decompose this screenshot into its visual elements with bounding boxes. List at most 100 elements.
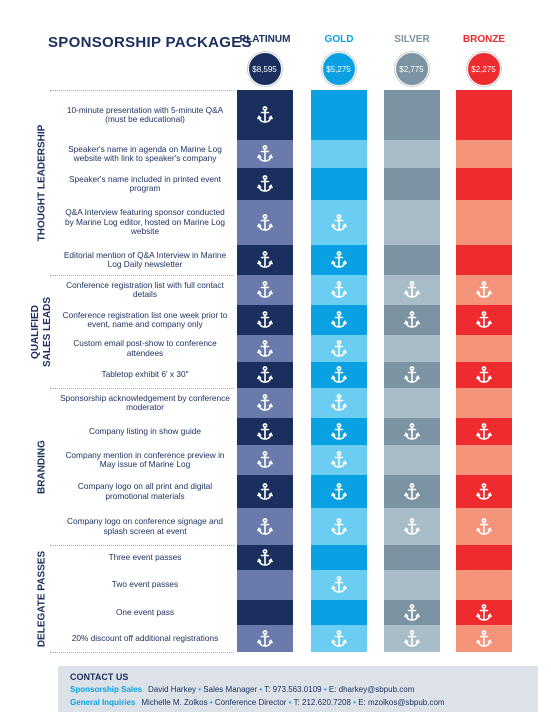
tier-cell — [311, 545, 367, 570]
tier-cell — [311, 140, 367, 168]
tier-cell — [237, 275, 293, 305]
tier-cell — [237, 245, 293, 275]
tier-cell — [456, 140, 512, 168]
tier-cell — [311, 418, 367, 445]
anchor-icon — [476, 517, 492, 535]
anchor-icon — [404, 517, 420, 535]
tier-cell — [456, 90, 512, 140]
tier-cell — [456, 245, 512, 275]
tier-cell — [311, 200, 367, 245]
tier-name: SILVER — [394, 34, 430, 45]
tier-cell — [456, 570, 512, 600]
row-label: Sponsorship acknowledgement by conferenc… — [60, 392, 230, 412]
tier-cell — [384, 335, 440, 362]
tier-price: $2,275 — [466, 52, 501, 86]
anchor-icon — [257, 213, 273, 231]
section-label: THOUGHT LEADERSHIP — [36, 124, 47, 241]
tier-price: $5,275 — [321, 52, 356, 86]
anchor-icon — [476, 422, 492, 440]
anchor-icon — [257, 517, 273, 535]
tier-cell — [311, 625, 367, 652]
tier-cell — [237, 305, 293, 335]
anchor-icon — [404, 603, 420, 621]
anchor-icon — [257, 339, 273, 357]
contact-label: Sponsorship Sales — [70, 685, 143, 694]
contact-label: General Inquiries — [70, 698, 136, 707]
tier-cell — [311, 445, 367, 475]
tier-cell — [384, 305, 440, 335]
tier-cell — [456, 335, 512, 362]
contact-item: T: 973.563.0109 — [264, 685, 322, 694]
tier-name: PLATINUM — [239, 34, 291, 45]
tier-cell — [456, 168, 512, 200]
tier-cell — [384, 625, 440, 652]
bullet: • — [196, 685, 204, 694]
tier-cell — [456, 445, 512, 475]
anchor-icon — [331, 517, 347, 535]
contact-item: Sales Manager — [203, 685, 258, 694]
anchor-icon — [331, 366, 347, 383]
tier-cell — [456, 600, 512, 625]
tier-cell — [311, 245, 367, 275]
tier-cell — [384, 90, 440, 140]
tier-cell — [237, 475, 293, 508]
row-label: Company logo on all print and digital pr… — [77, 481, 213, 501]
section-divider — [50, 652, 234, 653]
row-label: Speaker's name in agenda on Marine Log w… — [68, 143, 222, 163]
anchor-icon — [404, 366, 420, 383]
anchor-icon — [331, 629, 347, 647]
tier-cell — [384, 168, 440, 200]
contact-title: CONTACT US — [70, 672, 129, 682]
row-label: Tabletop exhibit 6' x 30" — [101, 369, 189, 380]
anchor-icon — [476, 366, 492, 383]
tier-cell — [311, 90, 367, 140]
contact-line: General Inquiries Michelle M. Zolkos • Co… — [70, 698, 445, 707]
anchor-icon — [331, 576, 347, 593]
tier-cell — [237, 335, 293, 362]
anchor-icon — [331, 422, 347, 440]
contact-box: CONTACT US Sponsorship Sales David Harkey… — [58, 666, 538, 712]
tier-cell — [311, 570, 367, 600]
anchor-icon — [257, 311, 273, 328]
anchor-icon — [331, 213, 347, 231]
section-divider — [50, 388, 234, 389]
contact-item: David Harkey — [148, 685, 197, 694]
tier-cell — [384, 418, 440, 445]
tier-name: BRONZE — [462, 34, 506, 45]
tier-cell — [311, 168, 367, 200]
tier-cell — [456, 508, 512, 545]
tier-cell — [456, 625, 512, 652]
contact-item: E: mzolkos@sbpub.com — [358, 698, 445, 707]
section-divider — [50, 90, 234, 91]
tier-cell — [456, 388, 512, 418]
row-label: 10-minute presentation with 5-minute Q&A… — [66, 104, 224, 124]
tier-cell — [384, 545, 440, 570]
bullet: • — [286, 698, 294, 707]
tier-cell — [311, 388, 367, 418]
anchor-icon — [257, 281, 273, 298]
anchor-icon — [404, 482, 420, 500]
tier-cell — [311, 305, 367, 335]
tier-cell — [384, 508, 440, 545]
anchor-icon — [257, 422, 273, 440]
tier-name: GOLD — [324, 34, 354, 45]
row-label: 20% discount off additional registration… — [71, 632, 219, 643]
bullet: • — [321, 685, 329, 694]
tier-cell — [237, 445, 293, 475]
tier-cell — [237, 168, 293, 200]
anchor-icon — [257, 394, 273, 411]
tier-cell — [237, 570, 293, 600]
row-label: Custom email post-show to conference att… — [73, 338, 217, 358]
tier-cell — [311, 335, 367, 362]
tier-cell — [384, 275, 440, 305]
anchor-icon — [257, 175, 273, 192]
tier-cell — [456, 275, 512, 305]
anchor-icon — [257, 451, 273, 468]
tier-cell — [311, 362, 367, 388]
tier-cell — [384, 445, 440, 475]
tier-cell — [456, 475, 512, 508]
row-label: One event pass — [115, 606, 175, 617]
contact-line: Sponsorship Sales David Harkey • Sales Ma… — [70, 685, 414, 694]
bullet: • — [257, 685, 265, 694]
section-label: QUALIFIED SALES LEADS — [30, 296, 53, 367]
